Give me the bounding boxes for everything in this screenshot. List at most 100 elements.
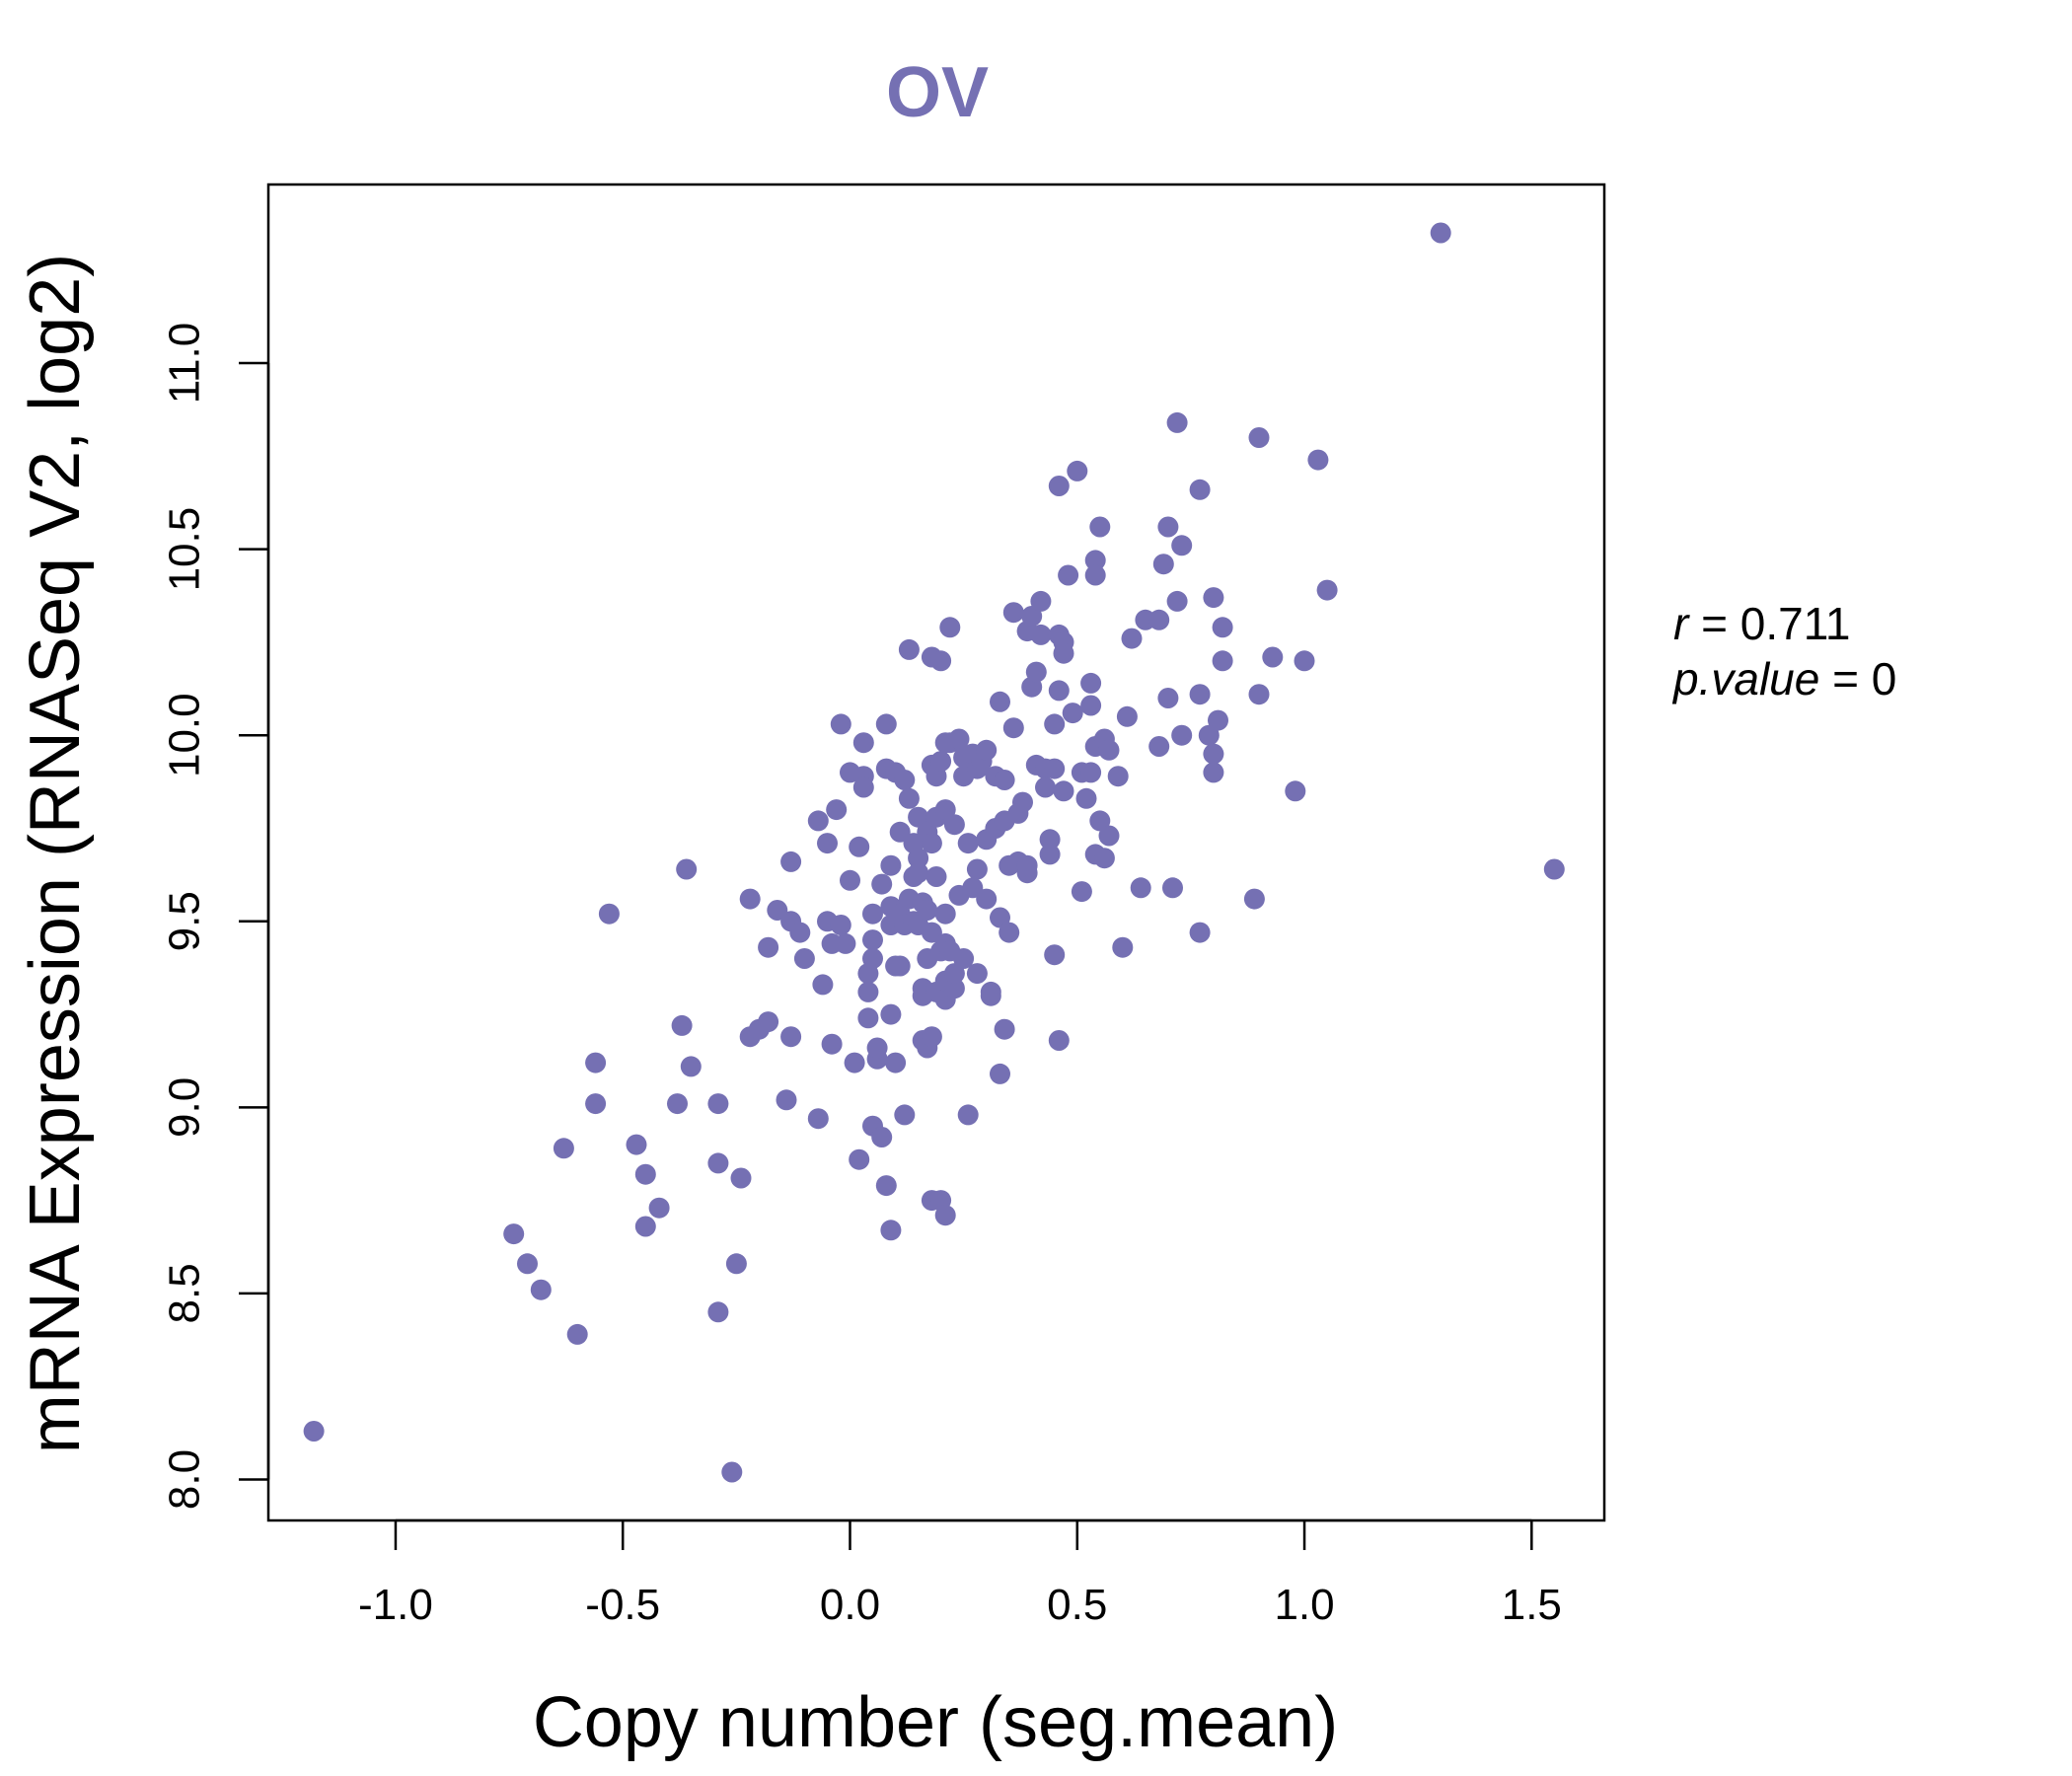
data-point xyxy=(680,1056,702,1077)
data-point xyxy=(1030,624,1052,645)
data-point xyxy=(943,978,965,999)
data-point xyxy=(1048,476,1070,496)
data-point xyxy=(840,869,860,891)
data-point xyxy=(634,1216,656,1237)
data-point xyxy=(671,1014,693,1036)
data-point xyxy=(1212,617,1233,638)
data-point xyxy=(1430,222,1451,244)
data-point xyxy=(553,1138,574,1159)
p-equals: = xyxy=(1819,653,1871,704)
data-point xyxy=(1171,724,1193,746)
data-point xyxy=(875,1175,897,1197)
points-layer xyxy=(303,222,1565,1483)
data-point xyxy=(862,903,883,925)
data-point xyxy=(930,650,952,672)
data-point xyxy=(990,907,1010,928)
data-point xyxy=(966,858,988,880)
data-point xyxy=(1053,780,1074,802)
data-point xyxy=(530,1279,552,1300)
x-axis-title: Copy number (seg.mean) xyxy=(533,1683,1338,1762)
data-point xyxy=(990,1063,1010,1084)
data-point xyxy=(962,877,984,899)
data-point xyxy=(1203,762,1224,783)
data-point xyxy=(1002,602,1024,624)
data-point xyxy=(1248,684,1270,705)
data-point xyxy=(1543,858,1565,880)
svg-text:p.value = 0: p.value = 0 xyxy=(1671,653,1896,704)
data-point xyxy=(894,770,916,790)
data-point xyxy=(939,617,961,638)
data-point xyxy=(667,1093,688,1115)
data-point xyxy=(849,836,870,857)
x-tick-label: -0.5 xyxy=(585,1581,660,1629)
data-point xyxy=(852,732,874,754)
data-point xyxy=(1071,881,1092,903)
x-tick-label: 1.0 xyxy=(1274,1581,1334,1629)
data-point xyxy=(1012,791,1033,813)
data-point xyxy=(908,806,929,828)
stats-annotation: r = 0.711 p.value = 0 xyxy=(1671,598,1896,704)
data-point xyxy=(1080,762,1102,783)
data-point xyxy=(1157,688,1179,708)
data-point xyxy=(780,1026,802,1048)
data-point xyxy=(908,862,929,884)
data-point xyxy=(1262,646,1284,668)
data-point xyxy=(925,866,947,887)
data-point xyxy=(517,1253,538,1275)
data-point xyxy=(1053,642,1074,664)
data-point xyxy=(898,638,920,660)
data-point xyxy=(1208,709,1228,731)
data-point xyxy=(880,1003,902,1025)
data-point xyxy=(739,888,761,910)
data-point xyxy=(1171,535,1193,556)
y-tick-label: 10.0 xyxy=(161,693,209,777)
x-axis: -1.0 -0.5 0.0 0.5 1.0 1.5 xyxy=(358,1518,1562,1629)
y-tick-label: 8.5 xyxy=(161,1263,209,1323)
data-point xyxy=(730,1167,752,1189)
data-point xyxy=(1112,936,1134,958)
data-point xyxy=(566,1323,588,1345)
data-point xyxy=(921,833,942,854)
data-point xyxy=(862,929,883,951)
data-point xyxy=(830,713,851,735)
data-point xyxy=(1166,411,1188,433)
data-point xyxy=(866,1037,888,1059)
data-point xyxy=(894,1104,916,1126)
data-point xyxy=(793,948,815,969)
data-point xyxy=(1039,829,1061,851)
data-point xyxy=(585,1093,607,1115)
data-point xyxy=(934,903,956,925)
data-point xyxy=(1148,736,1170,757)
data-point xyxy=(676,858,698,880)
data-point xyxy=(1048,680,1070,702)
data-point xyxy=(1203,743,1224,765)
y-tick-label: 11.0 xyxy=(161,323,209,404)
data-point xyxy=(1084,550,1106,571)
data-point xyxy=(934,1205,956,1226)
data-point xyxy=(857,1007,879,1029)
data-point xyxy=(707,1301,729,1323)
y-axis-title: mRNA Expression (RNASeq V2, log2) xyxy=(16,254,95,1453)
data-point xyxy=(957,1104,979,1126)
data-point xyxy=(1243,888,1265,910)
y-tick-label: 8.0 xyxy=(161,1449,209,1510)
data-point xyxy=(875,713,897,735)
data-point xyxy=(1089,810,1111,832)
data-point xyxy=(585,1052,607,1073)
data-point xyxy=(1166,590,1188,612)
data-point xyxy=(885,1052,907,1073)
data-point xyxy=(917,900,938,921)
r-value: 0.711 xyxy=(1740,598,1851,649)
data-point xyxy=(852,777,874,798)
data-point xyxy=(980,985,1001,1006)
data-point xyxy=(758,1011,779,1033)
svg-text:r = 0.711: r = 0.711 xyxy=(1673,598,1850,649)
data-point xyxy=(1058,564,1079,586)
data-point xyxy=(1116,705,1138,727)
data-point xyxy=(1093,848,1115,869)
data-point xyxy=(1048,1030,1070,1051)
data-point xyxy=(758,936,779,958)
data-point xyxy=(871,1127,893,1147)
data-point xyxy=(807,1108,829,1130)
data-point xyxy=(835,932,856,954)
